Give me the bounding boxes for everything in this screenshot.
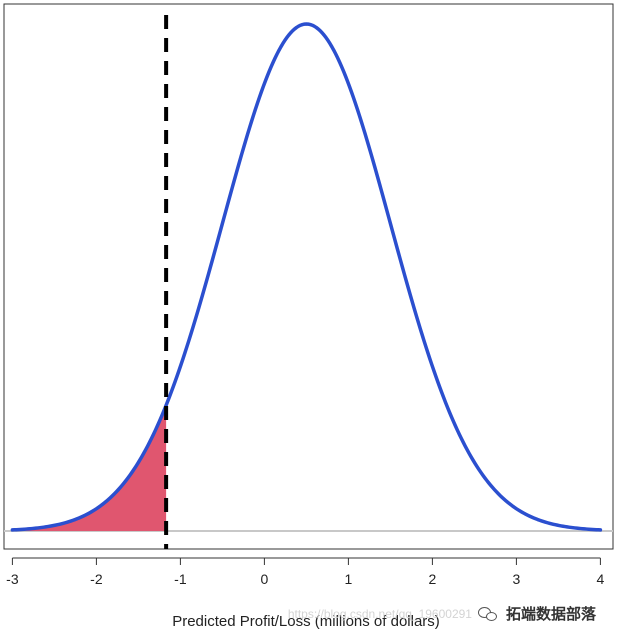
x-tick-label: -1 [174, 571, 187, 587]
shaded-tail-area [12, 405, 167, 531]
x-tick-label: 3 [513, 571, 521, 587]
x-tick-label: 4 [597, 571, 605, 587]
x-axis: -3 -2 -1 0 1 2 3 4 [6, 557, 605, 587]
x-axis-label: Predicted Profit/Loss (millions of dolla… [172, 613, 440, 630]
chart-marks [4, 15, 613, 549]
x-tick-label: 2 [429, 571, 437, 587]
x-tick-label: 1 [345, 571, 353, 587]
x-tick-label: 0 [261, 571, 269, 587]
density-curve [10, 22, 603, 532]
plot-frame [3, 3, 614, 550]
x-tick-label: -3 [6, 571, 19, 587]
x-tick-label: -2 [90, 571, 103, 587]
